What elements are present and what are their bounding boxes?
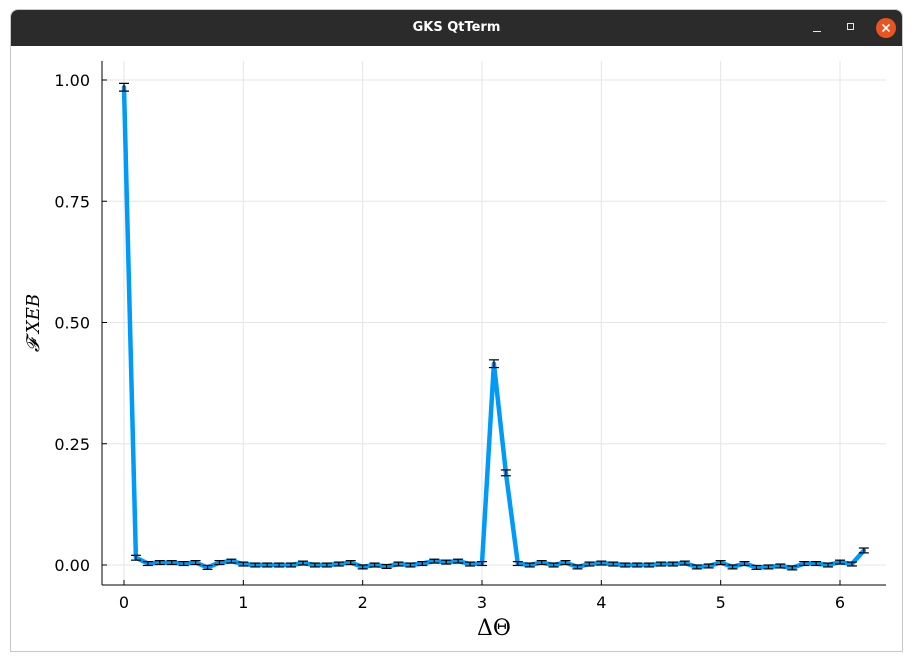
minimize-button[interactable] — [808, 18, 828, 38]
x-tick-label: 0 — [119, 593, 129, 612]
error-bar — [524, 562, 535, 568]
error-bar — [178, 561, 189, 567]
title-bar[interactable]: GKS QtTerm — [11, 10, 902, 46]
y-tick-label: 0.25 — [54, 435, 90, 454]
error-bar — [142, 561, 153, 567]
error-bar — [691, 564, 702, 570]
error-bar — [775, 563, 786, 569]
y-tick-label: 0.50 — [54, 314, 90, 333]
x-ticks: 0 1 2 3 4 5 6 — [119, 580, 845, 612]
error-bar — [309, 562, 320, 568]
error-bar — [345, 560, 356, 566]
error-bar — [357, 564, 368, 570]
error-bar — [262, 562, 273, 568]
error-bar — [441, 559, 452, 565]
error-bar — [226, 558, 237, 564]
series-line — [121, 85, 867, 571]
error-bar — [787, 565, 798, 571]
y-tick-label: 0.75 — [54, 192, 90, 211]
error-bar — [751, 564, 762, 570]
x-tick-label: 4 — [596, 593, 606, 612]
error-bar — [560, 560, 571, 566]
error-bar — [321, 562, 332, 568]
error-bar — [799, 561, 810, 567]
x-tick-label: 6 — [835, 593, 845, 612]
error-bar — [369, 562, 380, 568]
app-window: GKS QtTerm 0 1 2 3 4 5 6 0.00 0.25 0.50 0.75 1.00 … — [10, 9, 903, 652]
error-bar — [632, 562, 643, 568]
error-bar — [823, 562, 834, 568]
y-tick-label: 0.00 — [54, 556, 90, 575]
y-axis-label: 𝓕 XEB — [23, 294, 44, 352]
error-bar — [477, 561, 487, 567]
close-icon — [881, 23, 891, 33]
error-bar — [453, 558, 464, 564]
error-bar — [393, 561, 404, 567]
x-tick-label: 2 — [358, 593, 368, 612]
x-tick-label: 1 — [238, 593, 248, 612]
error-bar — [130, 554, 141, 561]
error-bar — [596, 560, 607, 566]
plot-area: 0 1 2 3 4 5 6 0.00 0.25 0.50 0.75 1.00 ΔΘ 𝓕 XEB — [11, 46, 902, 651]
maximize-button[interactable] — [842, 18, 862, 38]
grid-lines — [102, 61, 886, 585]
error-bar — [214, 560, 225, 566]
error-bar — [715, 560, 726, 566]
error-bar — [500, 469, 511, 477]
error-bar — [620, 562, 631, 568]
y-ticks: 0.00 0.25 0.50 0.75 1.00 — [54, 71, 107, 575]
error-bar — [512, 561, 523, 567]
error-bar — [835, 559, 845, 565]
error-bar — [333, 561, 344, 567]
xeb-fidelity-chart: 0 1 2 3 4 5 6 0.00 0.25 0.50 0.75 1.00 ΔΘ 𝓕 XEB — [23, 61, 886, 641]
error-bar — [190, 560, 201, 566]
x-tick-label: 3 — [477, 593, 487, 612]
error-bar — [608, 561, 619, 567]
error-bar — [166, 560, 177, 566]
y-tick-label: 1.00 — [54, 71, 90, 90]
error-bar — [811, 561, 822, 567]
error-bar — [465, 561, 476, 567]
error-bar — [739, 561, 750, 567]
error-bar — [548, 562, 559, 568]
x-axis-label: ΔΘ — [477, 616, 511, 641]
error-bar — [238, 561, 249, 567]
error-bar — [656, 561, 666, 567]
error-bar — [763, 564, 774, 570]
x-tick-label: 5 — [716, 593, 726, 612]
error-bar — [202, 564, 213, 570]
error-bar — [536, 560, 547, 566]
error-bar — [488, 359, 499, 369]
error-bar — [298, 560, 308, 566]
error-bar — [667, 561, 678, 567]
error-bar — [250, 562, 261, 568]
error-bar — [727, 564, 738, 570]
error-bar — [572, 564, 583, 570]
error-bar — [274, 562, 285, 568]
error-bar — [584, 561, 595, 567]
error-bar — [703, 563, 714, 569]
error-bar — [417, 561, 428, 567]
error-bar — [381, 563, 392, 569]
series-line-group — [121, 85, 867, 571]
error-bar — [644, 562, 655, 568]
close-button[interactable] — [876, 18, 896, 38]
error-bar — [679, 560, 690, 566]
error-bar — [119, 82, 129, 92]
error-bar — [858, 547, 869, 554]
error-bar — [286, 562, 297, 568]
error-bar — [429, 558, 440, 564]
error-bar — [154, 560, 165, 566]
window-title: GKS QtTerm — [412, 20, 501, 35]
error-bars — [119, 82, 869, 571]
error-bar — [405, 562, 416, 568]
error-bar — [846, 561, 857, 567]
